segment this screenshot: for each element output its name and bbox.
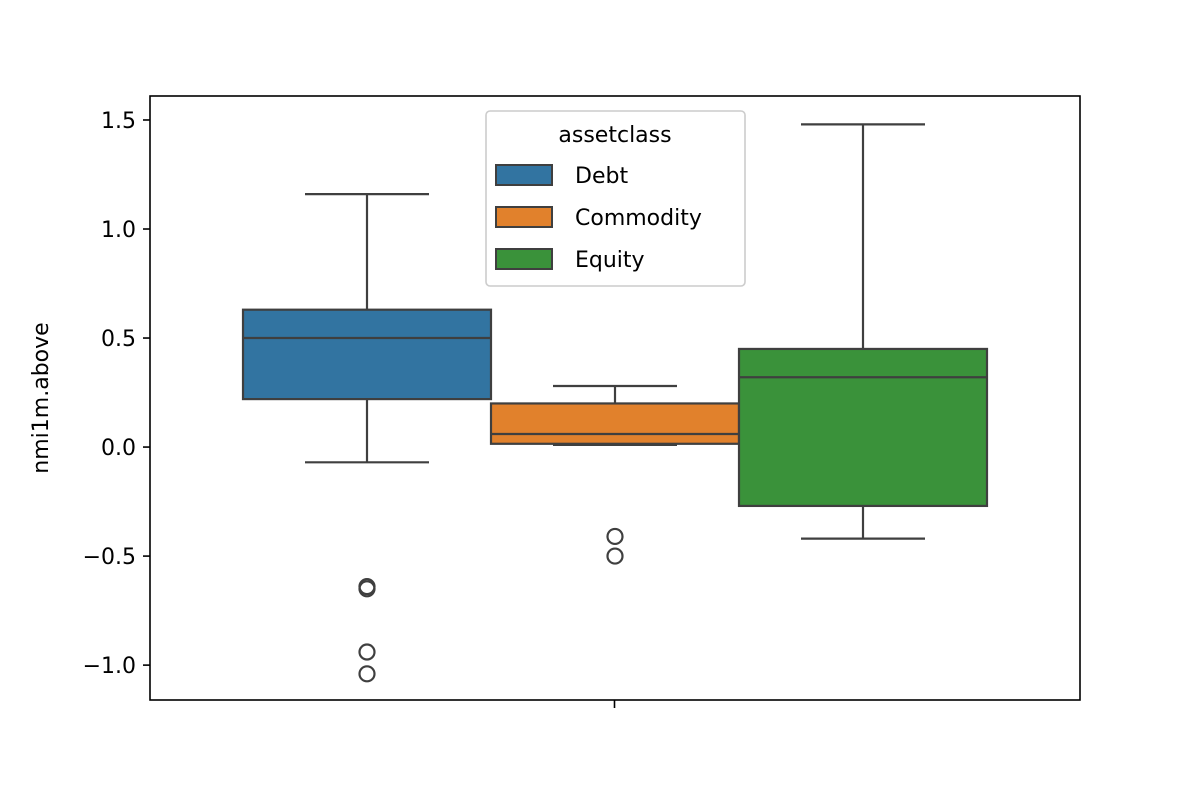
box-debt (241, 193, 493, 683)
y-tick-label: −0.5 (83, 545, 136, 570)
outlier-point-debt (358, 643, 376, 661)
legend: assetclass Debt Commodity Equity (485, 110, 746, 287)
outlier-point-commodity (606, 547, 624, 565)
y-tick-label: 0.0 (101, 436, 136, 461)
box-commodity (489, 384, 741, 565)
y-tick-label: 1.0 (101, 218, 136, 243)
outlier-point-debt (358, 580, 376, 598)
legend-frame (485, 110, 746, 287)
iqr-box-commodity (489, 402, 741, 445)
box-equity (737, 123, 989, 540)
outlier-point-debt (358, 665, 376, 683)
legend-swatch-commodity (495, 206, 553, 228)
outlier-point-commodity (606, 527, 624, 546)
legend-label-debt: Debt (575, 164, 628, 189)
legend-label-commodity: Commodity (575, 206, 702, 231)
y-tick-label: 0.5 (101, 327, 136, 352)
iqr-box-debt (241, 308, 493, 401)
legend-label-equity: Equity (575, 248, 645, 273)
legend-swatch-debt (495, 164, 553, 186)
y-axis-label: nmi1m.above (29, 322, 54, 473)
plot-area (241, 123, 989, 683)
y-tick-label: 1.5 (101, 109, 136, 134)
iqr-box-equity (737, 347, 989, 508)
legend-title: assetclass (558, 123, 671, 148)
axes: −1.0 −0.5 0.0 0.5 1.0 1.5 (83, 95, 1081, 708)
legend-swatch-equity (495, 248, 553, 270)
y-tick-label: −1.0 (83, 654, 136, 679)
